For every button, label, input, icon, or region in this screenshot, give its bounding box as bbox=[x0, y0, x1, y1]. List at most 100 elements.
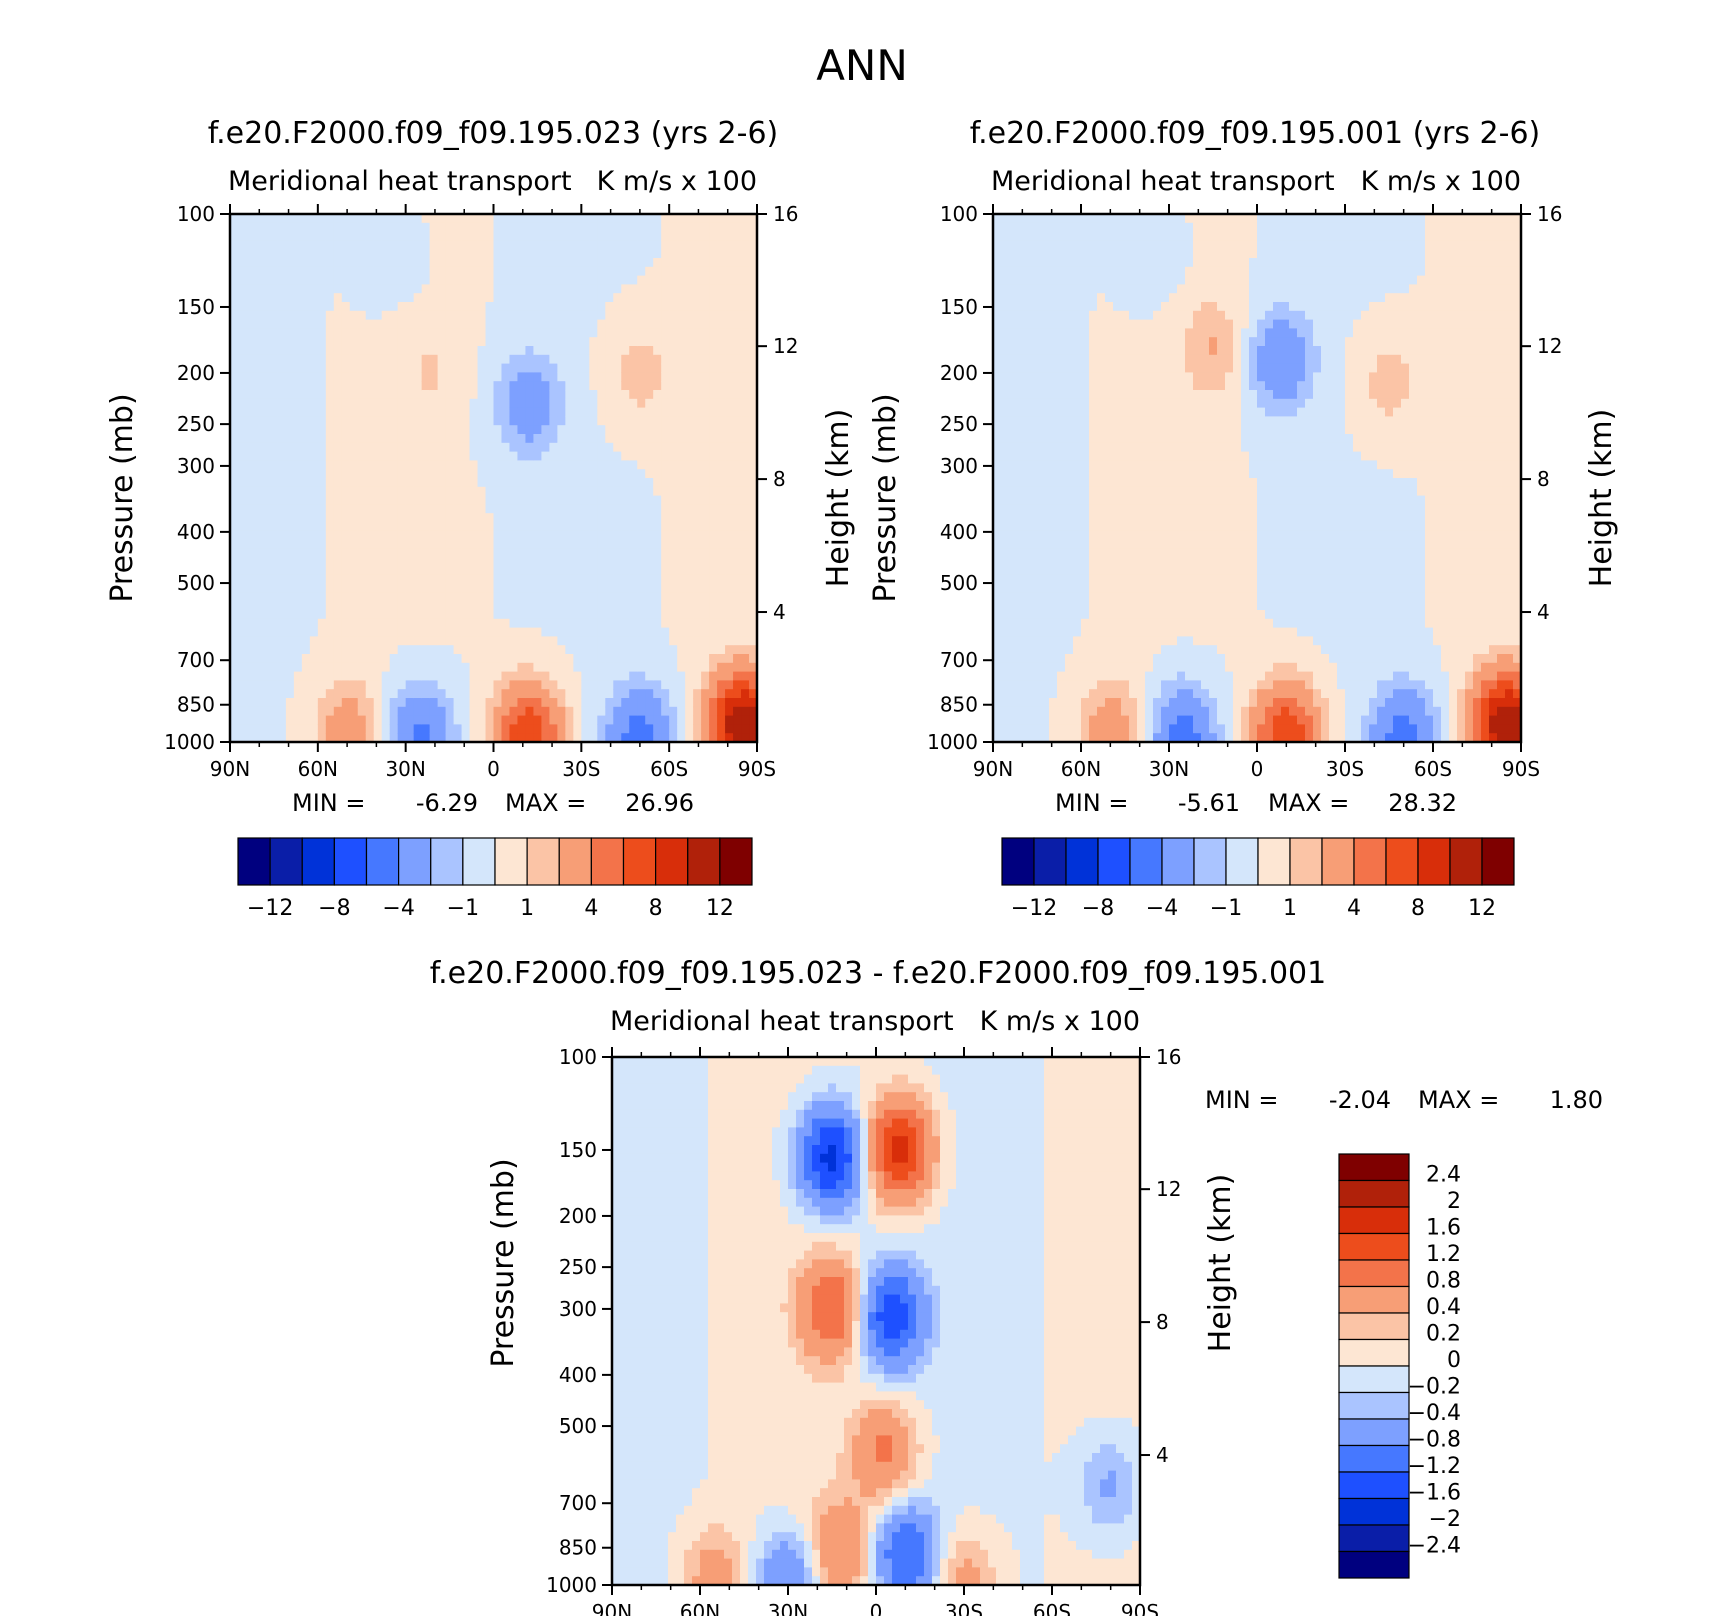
contour-cell bbox=[517, 548, 527, 558]
contour-cell bbox=[405, 671, 415, 681]
contour-cell bbox=[469, 381, 479, 391]
contour-cell bbox=[709, 733, 718, 743]
contour-cell bbox=[573, 539, 582, 549]
contour-cell bbox=[1009, 425, 1018, 435]
contour-cell bbox=[269, 337, 279, 347]
contour-cell bbox=[637, 275, 646, 285]
contour-cell bbox=[1089, 275, 1098, 285]
contour-cell bbox=[309, 522, 319, 532]
contour-cell bbox=[1009, 522, 1018, 532]
contour-cell bbox=[637, 319, 646, 329]
contour-cell bbox=[245, 451, 255, 461]
contour-cell bbox=[565, 231, 574, 241]
contour-cell bbox=[629, 346, 638, 356]
contour-cell bbox=[741, 337, 750, 347]
contour-cell bbox=[525, 302, 535, 312]
contour-cell bbox=[589, 733, 598, 743]
contour-cell bbox=[701, 530, 710, 541]
contour-cell bbox=[717, 363, 726, 373]
contour-cell bbox=[621, 425, 630, 435]
contour-cell bbox=[613, 504, 622, 514]
contour-cell bbox=[269, 258, 279, 268]
contour-cell bbox=[701, 680, 710, 690]
contour-cell bbox=[341, 451, 351, 461]
contour-cell bbox=[277, 671, 287, 681]
contour-cell bbox=[541, 601, 550, 611]
contour-cell bbox=[1073, 654, 1082, 664]
contour-cell bbox=[301, 222, 311, 233]
contour-cell bbox=[453, 249, 463, 259]
contour-cell bbox=[501, 522, 511, 532]
contour-cell bbox=[405, 689, 415, 699]
contour-cell bbox=[1097, 689, 1106, 699]
contour-cell bbox=[445, 557, 455, 567]
contour-cell bbox=[453, 442, 463, 453]
contour-cell bbox=[485, 662, 495, 673]
contour-cell bbox=[749, 258, 758, 268]
contour-cell bbox=[509, 486, 519, 497]
contour-cell bbox=[493, 662, 503, 673]
contour-cell bbox=[485, 592, 495, 602]
contour-cell bbox=[613, 258, 622, 268]
contour-cell bbox=[653, 662, 662, 673]
contour-cell bbox=[637, 302, 646, 312]
contour-cell bbox=[725, 284, 734, 294]
colorbar-label: −4 bbox=[382, 896, 414, 921]
contour-cell bbox=[365, 398, 375, 409]
contour-cell bbox=[429, 495, 439, 505]
contour-cell bbox=[261, 469, 271, 479]
contour-cell bbox=[373, 407, 383, 417]
contour-cell bbox=[701, 319, 710, 329]
contour-cell bbox=[581, 231, 590, 241]
contour-cell bbox=[1097, 319, 1106, 329]
contour-cell bbox=[301, 583, 311, 593]
contour-cell bbox=[1057, 354, 1066, 365]
contour-cell bbox=[1057, 469, 1066, 479]
contour-cell bbox=[1081, 302, 1090, 312]
contour-cell bbox=[605, 416, 614, 426]
contour-cell bbox=[413, 310, 423, 321]
contour-cell bbox=[717, 214, 726, 224]
contour-cell bbox=[437, 513, 447, 523]
contour-cell bbox=[1049, 266, 1058, 277]
contour-cell bbox=[557, 566, 566, 576]
contour-cell bbox=[245, 627, 255, 637]
contour-cell bbox=[1033, 275, 1042, 285]
contour-cell bbox=[1033, 627, 1042, 637]
contour-cell bbox=[429, 354, 439, 365]
contour-cell bbox=[741, 284, 750, 294]
contour-cell bbox=[605, 337, 614, 347]
contour-cell bbox=[693, 671, 702, 681]
contour-cell bbox=[365, 284, 375, 294]
contour-cell bbox=[485, 346, 495, 356]
contour-cell bbox=[533, 310, 542, 321]
contour-cell bbox=[293, 398, 303, 409]
contour-cell bbox=[477, 293, 487, 303]
contour-cell bbox=[749, 398, 758, 409]
contour-cell bbox=[1065, 354, 1074, 365]
contour-cell bbox=[677, 618, 686, 629]
contour-cell bbox=[629, 601, 638, 611]
contour-cell bbox=[1041, 522, 1050, 532]
contour-cell bbox=[501, 407, 511, 417]
contour-cell bbox=[1065, 627, 1074, 637]
contour-cell bbox=[317, 680, 327, 690]
contour-cell bbox=[397, 451, 407, 461]
contour-cell bbox=[493, 610, 503, 620]
contour-cell bbox=[645, 425, 654, 435]
contour-cell bbox=[693, 636, 702, 646]
contour-cell bbox=[309, 566, 319, 576]
contour-cell bbox=[381, 530, 391, 541]
contour-cell bbox=[469, 486, 479, 497]
contour-cell bbox=[1001, 513, 1010, 523]
contour-cell bbox=[621, 636, 630, 646]
contour-cell bbox=[1001, 469, 1010, 479]
contour-cell bbox=[621, 645, 630, 655]
contour-cell bbox=[230, 214, 239, 224]
contour-cell bbox=[677, 566, 686, 576]
contour-cell bbox=[677, 495, 686, 505]
contour-cell bbox=[245, 592, 255, 602]
contour-cell bbox=[621, 346, 630, 356]
contour-cell bbox=[261, 442, 271, 453]
contour-cell bbox=[637, 530, 646, 541]
